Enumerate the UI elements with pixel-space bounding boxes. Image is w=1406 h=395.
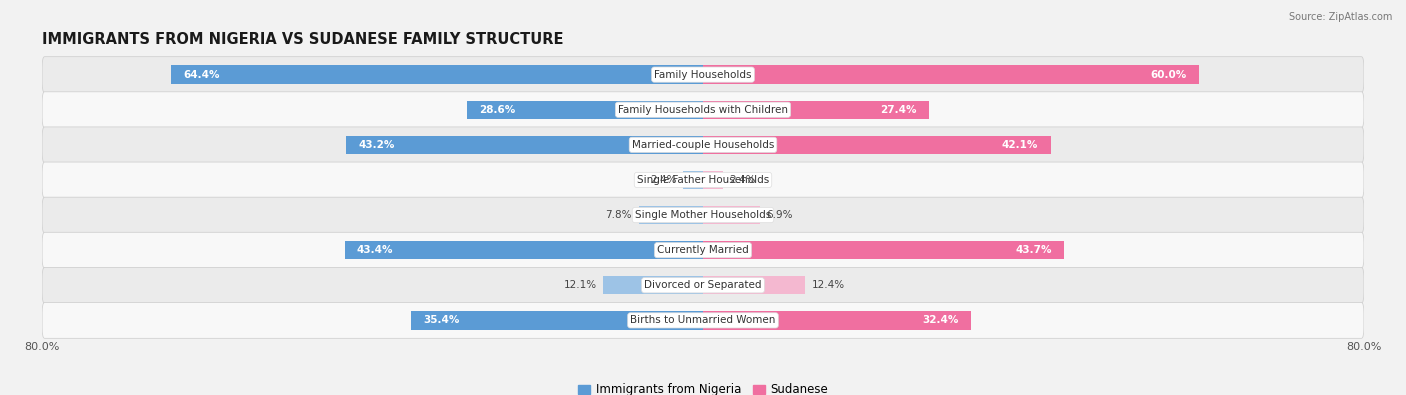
Bar: [703, 171, 723, 189]
Bar: [703, 311, 970, 329]
Text: 12.4%: 12.4%: [813, 280, 845, 290]
Text: Married-couple Households: Married-couple Households: [631, 140, 775, 150]
Text: 43.2%: 43.2%: [359, 140, 395, 150]
Bar: [344, 241, 703, 259]
Bar: [703, 66, 1198, 84]
Text: IMMIGRANTS FROM NIGERIA VS SUDANESE FAMILY STRUCTURE: IMMIGRANTS FROM NIGERIA VS SUDANESE FAMI…: [42, 32, 564, 47]
FancyBboxPatch shape: [42, 127, 1364, 163]
Bar: [703, 101, 929, 119]
Text: 43.4%: 43.4%: [357, 245, 394, 255]
Text: 43.7%: 43.7%: [1015, 245, 1052, 255]
Text: 2.4%: 2.4%: [650, 175, 676, 185]
Bar: [346, 136, 703, 154]
Text: 64.4%: 64.4%: [183, 70, 219, 80]
Text: 35.4%: 35.4%: [423, 315, 460, 325]
FancyBboxPatch shape: [42, 162, 1364, 198]
Bar: [411, 311, 703, 329]
Bar: [703, 276, 806, 294]
Bar: [683, 171, 703, 189]
FancyBboxPatch shape: [42, 303, 1364, 338]
Text: Family Households: Family Households: [654, 70, 752, 80]
Text: 60.0%: 60.0%: [1150, 70, 1187, 80]
Text: Currently Married: Currently Married: [657, 245, 749, 255]
Text: Divorced or Separated: Divorced or Separated: [644, 280, 762, 290]
Legend: Immigrants from Nigeria, Sudanese: Immigrants from Nigeria, Sudanese: [578, 384, 828, 395]
FancyBboxPatch shape: [42, 267, 1364, 303]
Bar: [703, 136, 1050, 154]
Text: 28.6%: 28.6%: [479, 105, 516, 115]
Text: Source: ZipAtlas.com: Source: ZipAtlas.com: [1288, 12, 1392, 22]
Text: 2.4%: 2.4%: [730, 175, 756, 185]
FancyBboxPatch shape: [42, 92, 1364, 128]
FancyBboxPatch shape: [42, 197, 1364, 233]
Bar: [703, 241, 1064, 259]
Text: Single Mother Households: Single Mother Households: [636, 210, 770, 220]
FancyBboxPatch shape: [42, 57, 1364, 92]
Bar: [703, 206, 761, 224]
Text: 32.4%: 32.4%: [922, 315, 959, 325]
Bar: [172, 66, 703, 84]
Text: 7.8%: 7.8%: [606, 210, 631, 220]
Bar: [638, 206, 703, 224]
Text: 12.1%: 12.1%: [564, 280, 596, 290]
Text: Family Households with Children: Family Households with Children: [619, 105, 787, 115]
Text: Births to Unmarried Women: Births to Unmarried Women: [630, 315, 776, 325]
Text: 27.4%: 27.4%: [880, 105, 917, 115]
Text: 6.9%: 6.9%: [766, 210, 793, 220]
FancyBboxPatch shape: [42, 232, 1364, 268]
Text: 42.1%: 42.1%: [1002, 140, 1039, 150]
Text: Single Father Households: Single Father Households: [637, 175, 769, 185]
Bar: [603, 276, 703, 294]
Bar: [467, 101, 703, 119]
